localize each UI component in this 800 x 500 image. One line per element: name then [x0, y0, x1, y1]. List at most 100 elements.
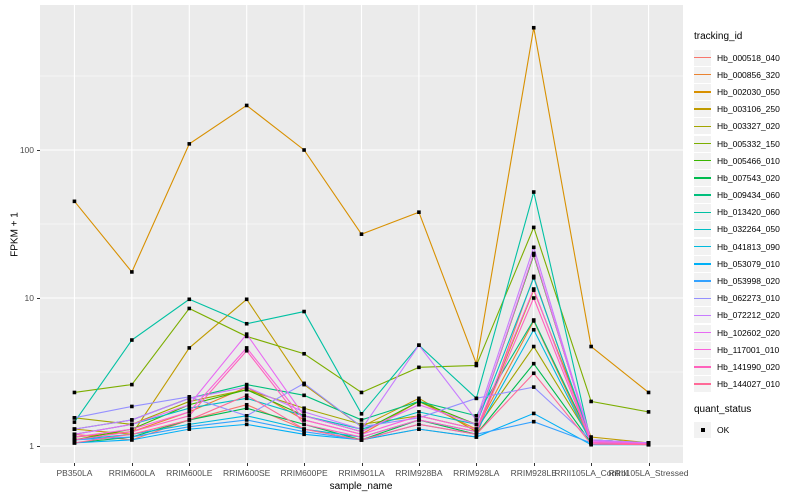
legend-key-line [694, 297, 711, 299]
x-tick-label: RRIM901LA [338, 468, 385, 478]
legend-key-line [694, 280, 711, 282]
legend-entry: Hb_053998_020 [694, 272, 798, 290]
data-point-marker [359, 232, 364, 236]
data-point-marker [474, 418, 479, 422]
data-point-marker [187, 424, 192, 429]
data-point-marker [417, 402, 421, 407]
data-point-marker [72, 432, 77, 437]
x-tick-mark [189, 463, 191, 466]
legend-title: tracking_id [694, 31, 743, 42]
legend-key-line [694, 125, 711, 128]
data-point-marker [417, 365, 421, 370]
data-point-marker [474, 427, 479, 431]
legend-entry: Hb_013420_060 [694, 204, 798, 221]
quant-legend-entry: OK [694, 422, 798, 439]
legend-entry-label: Hb_141990_020 [717, 361, 780, 372]
x-tick-mark [361, 463, 363, 466]
legend-key-swatch [694, 49, 711, 66]
data-point-marker [244, 396, 249, 401]
legend-entry-label: Hb_000518_040 [717, 52, 780, 63]
data-point-marker [244, 382, 249, 387]
y-tick-label: 1 [29, 441, 34, 451]
legend-entry: Hb_005332_150 [694, 135, 798, 152]
data-point-marker [302, 427, 306, 431]
data-point-marker [72, 420, 77, 424]
legend-entry-label: Hb_002030_050 [717, 86, 780, 97]
data-point-marker [244, 422, 249, 427]
data-point-marker [187, 396, 192, 401]
data-point-marker [474, 413, 479, 418]
data-point-marker [359, 424, 364, 429]
data-point-marker [244, 321, 249, 326]
data-point-marker [130, 270, 134, 274]
data-point-marker [244, 385, 249, 389]
data-point-marker [130, 435, 134, 439]
data-point-marker [359, 422, 364, 427]
legend-entry-label: Hb_062273_010 [717, 293, 780, 304]
legend-entry-label: Hb_053079_010 [717, 258, 780, 269]
legend-key-line [694, 331, 711, 334]
legend-key-line [694, 177, 711, 179]
data-point-marker [474, 396, 479, 401]
data-point-marker [244, 413, 249, 418]
x-tick-label: RRIM600LA [108, 468, 155, 478]
data-point-marker [187, 427, 192, 431]
legend-entry: Hb_005466_010 [694, 152, 798, 169]
legend-entry-label: Hb_041813_090 [717, 241, 780, 252]
data-point-marker [531, 371, 536, 376]
data-point-marker [130, 404, 134, 409]
data-point-marker [531, 225, 536, 230]
legend-entry: Hb_072212_020 [694, 307, 798, 324]
data-point-marker [130, 418, 134, 422]
data-point-marker [130, 432, 134, 437]
data-point-marker [417, 210, 421, 214]
data-point-marker [417, 399, 421, 404]
x-tick-mark [591, 463, 593, 466]
x-tick-label: PB350LA [56, 468, 93, 478]
data-point-marker [359, 438, 364, 442]
legend-entry: Hb_117001_010 [694, 341, 798, 358]
legend-entry: Hb_141990_020 [694, 358, 798, 375]
legend-entry-label: Hb_003327_020 [717, 121, 780, 132]
legend-key-swatch [694, 290, 711, 307]
x-axis-title: sample_name [329, 481, 393, 492]
y-tick-mark [36, 150, 40, 151]
data-point-marker [130, 422, 134, 427]
legend-entry: Hb_041813_090 [694, 238, 798, 255]
plot-panel [40, 5, 683, 463]
legend-key-swatch [694, 152, 711, 169]
data-point-marker [187, 422, 192, 427]
x-tick-label: RRIM928LE [510, 468, 557, 478]
data-point-marker [589, 435, 593, 439]
data-point-marker [359, 418, 364, 422]
legend-key-line [694, 160, 711, 162]
legend-entry-label: Hb_053998_020 [717, 276, 780, 287]
legend-key-swatch [694, 187, 711, 204]
y-tick-label: 100 [19, 145, 34, 155]
legend-entry: Hb_032264_050 [694, 221, 798, 238]
data-point-marker [359, 390, 364, 395]
legend-key-line [694, 56, 711, 59]
data-point-marker [302, 410, 306, 414]
legend-entry: Hb_003327_020 [694, 118, 798, 135]
data-point-marker [474, 432, 479, 437]
data-point-marker [244, 103, 249, 108]
legend-entry-label: Hb_102602_020 [717, 327, 780, 338]
data-point-marker [244, 402, 249, 407]
y-axis-title: FPKM + 1 [9, 212, 21, 257]
data-point-marker [417, 418, 421, 422]
data-point-marker [531, 190, 536, 194]
data-point-marker [531, 318, 536, 322]
data-point-marker [589, 399, 593, 404]
legend-items: Hb_000518_040 Hb_000856_320 Hb_002030_050 H… [694, 49, 798, 393]
legend-entry-label: Hb_005466_010 [717, 155, 780, 166]
legend-key-swatch [694, 324, 711, 341]
x-tick-label: RRIM928BA [395, 468, 443, 478]
data-point-marker [531, 275, 536, 280]
data-point-marker [417, 427, 421, 431]
legend-entry: Hb_003106_250 [694, 101, 798, 118]
y-tick-mark [36, 298, 40, 299]
data-point-marker [72, 199, 77, 204]
x-tick-mark [476, 463, 478, 466]
legend-entry-label: Hb_003106_250 [717, 104, 780, 115]
